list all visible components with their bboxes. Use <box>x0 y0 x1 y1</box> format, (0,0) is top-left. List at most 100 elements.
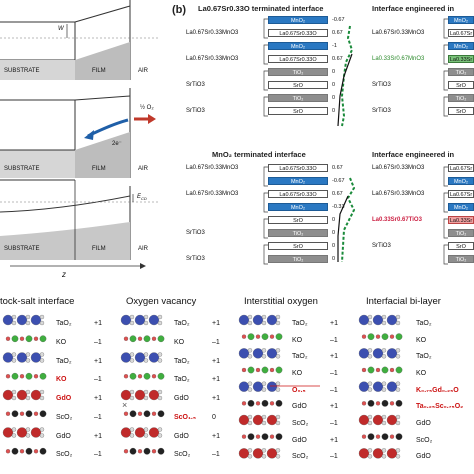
metal-atom <box>358 381 370 392</box>
oxygen-atom <box>261 420 267 426</box>
layer-block: La0.33Sr <box>448 216 474 224</box>
oxygen-atom <box>395 348 401 353</box>
a-site-atom <box>381 333 389 341</box>
stack-row-label: SrTiO3 <box>372 243 391 249</box>
oxygen-atom <box>381 420 387 426</box>
oxygen-atom <box>375 334 381 339</box>
oxygen-atom <box>11 389 17 395</box>
oxygen-atom <box>157 320 163 326</box>
charge-value: 0 <box>332 256 336 262</box>
charge-value: -0.67 <box>332 17 345 23</box>
layer-name: O₀.₅ <box>292 386 306 394</box>
layer-block: La0.67Sr0.33O <box>268 29 328 37</box>
bottom-layers-2: TaO₂ +1 KO –1 TaO₂ +1 TaO₂ +1 GdO +1 ScO₁.₅ 0 GdO +1 S… <box>118 316 238 474</box>
layer-name: TaO₂ <box>174 320 190 327</box>
oxygen-atom <box>33 449 39 454</box>
charge-value: 0 <box>332 69 336 75</box>
a-site-atom <box>39 410 47 418</box>
layer-name: GdO <box>174 432 189 440</box>
a-site-atom <box>275 333 283 341</box>
metal-atom <box>238 314 250 326</box>
a-site-atom <box>395 399 403 407</box>
layer-name: ScO₂ <box>292 453 309 461</box>
a-site-atom <box>247 433 255 441</box>
a-site-atom <box>129 447 137 455</box>
oxygen-atom <box>33 374 39 379</box>
oxygen-atom <box>25 389 31 395</box>
oxygen-atom <box>241 401 247 406</box>
oxygen-atom <box>25 352 31 357</box>
layer-charge: 0 <box>212 413 216 421</box>
potential-curves <box>337 25 356 263</box>
layer-name: KO <box>174 338 185 346</box>
group-2-stack: La0.67Sr0.33MnO3 La0.67Sr0.33O 0.67 MnO₂ -0.… <box>172 164 352 274</box>
layer-charge: –1 <box>212 338 220 346</box>
metal-atom <box>358 314 370 326</box>
layer-name: TaO₂ <box>56 357 72 365</box>
a-site-atom <box>367 399 375 407</box>
oxygen-atom <box>381 381 387 386</box>
a-site-atom <box>129 372 137 380</box>
oxygen-atom <box>157 389 163 395</box>
oxygen-atom <box>39 433 45 438</box>
oxygen-atom <box>395 387 401 392</box>
oxygen-atom <box>269 367 275 373</box>
layer-block: MnO₂ <box>448 16 474 24</box>
oxygen-atom <box>395 420 401 426</box>
oxygen-atom <box>137 411 143 416</box>
oxygen-atom <box>247 414 253 420</box>
oxygen-atom <box>261 381 267 386</box>
oxygen-atom <box>151 336 157 341</box>
metal-atom <box>238 348 250 359</box>
oxygen-atom <box>11 427 17 432</box>
layer-name: GdO <box>56 432 71 440</box>
oxygen-atom <box>151 411 157 416</box>
metal-atom <box>358 448 370 459</box>
stack-row-label: La0.33Sr0.67MnO3 <box>372 56 425 62</box>
charge-value: 0.67 <box>332 56 343 62</box>
oxygen-atom <box>247 320 253 326</box>
layer-block: TiO₂ <box>448 255 474 263</box>
oxygen-atom <box>275 320 281 326</box>
layer-block: La0.67Sr0.33O <box>268 164 328 172</box>
metal-atom <box>16 314 28 326</box>
layer-charge: –1 <box>330 370 338 377</box>
oxygen-atom <box>361 334 367 339</box>
layer-name: TaO₂ <box>416 320 432 327</box>
bottom-title-4: Interfacial bi-layer <box>366 296 441 307</box>
oxygen-atom <box>129 352 135 357</box>
oxygen-atom <box>269 434 275 439</box>
oxygen-atom <box>157 433 163 438</box>
layer-block: MnO₂ <box>448 177 474 185</box>
metal-atom <box>252 381 264 392</box>
metal-atom <box>266 414 278 426</box>
layer-name: TaO₂ <box>292 320 308 327</box>
oxygen-atom <box>39 320 45 326</box>
charge-value: 0 <box>332 217 336 223</box>
oxygen-atom <box>275 354 281 359</box>
oxygen-atom <box>367 454 373 459</box>
layer-block: SrO <box>268 216 328 224</box>
oxygen-atom <box>129 433 135 438</box>
stack-row-label: La0.67Sr0.33MnO3 <box>186 56 239 62</box>
layer-charge: –1 <box>330 336 338 344</box>
a-site-atom <box>129 335 137 343</box>
oxygen-atom <box>275 454 281 459</box>
oxygen-atom <box>381 320 387 326</box>
oxygen-atom <box>143 433 149 438</box>
oxygen-atom <box>389 401 395 406</box>
layer-name: GdO <box>416 420 431 427</box>
metal-atom <box>148 427 160 438</box>
oxygen-atom <box>39 352 45 357</box>
layer-charge: +1 <box>212 320 220 327</box>
charge-value: 0 <box>332 82 336 88</box>
oxygen-atom <box>39 427 45 432</box>
oxygen-atom <box>367 354 373 359</box>
metal-atom <box>2 427 14 438</box>
metal-atom <box>386 348 398 359</box>
charge-value: 0 <box>332 108 336 114</box>
substrate-label-2: SUBSTRATE <box>4 166 40 172</box>
metal-atom <box>238 381 250 392</box>
a-site-atom <box>275 433 283 441</box>
oxygen-atom <box>157 358 163 363</box>
